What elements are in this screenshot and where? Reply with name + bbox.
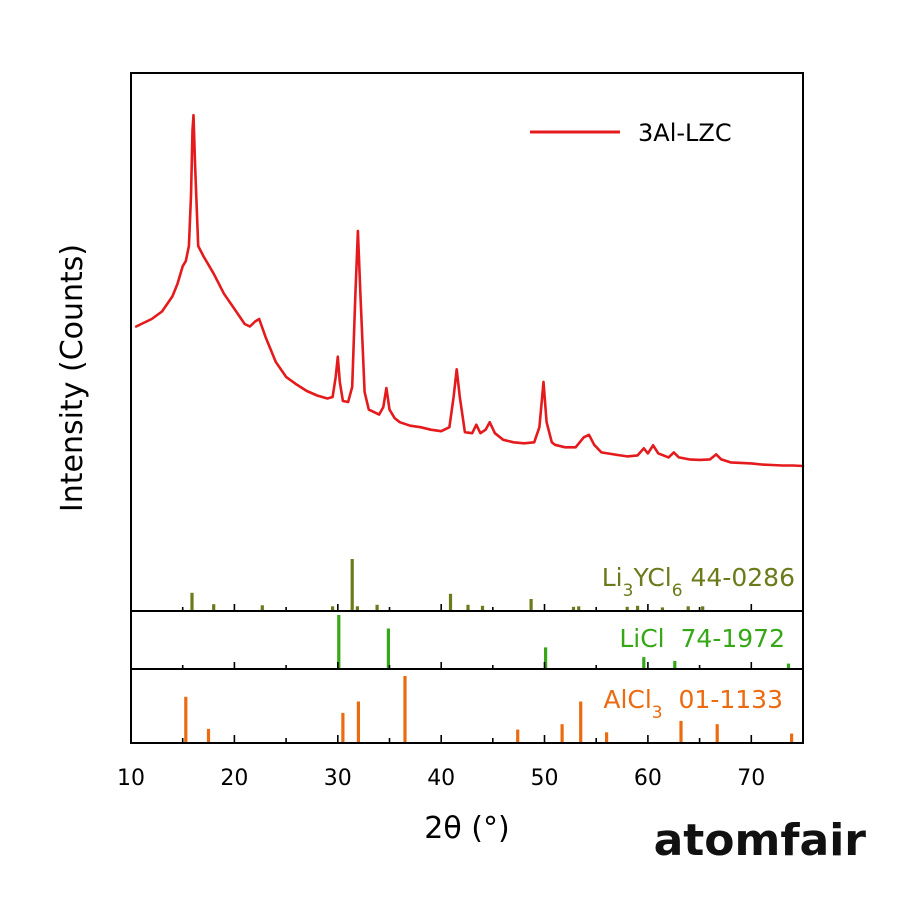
reference-label-alcl3: AlCl3 01-1133: [603, 685, 783, 723]
x-axis-tick-labels: 10 20 30 40 50 60 70: [117, 766, 765, 791]
x-tick-label-30: 30: [324, 766, 352, 791]
x-tick-label-40: 40: [427, 766, 455, 791]
legend-label-3al-lzc: 3Al-LZC: [638, 119, 732, 147]
reference-label-licl: LiCl 74-1972: [619, 624, 785, 653]
legend: 3Al-LZC: [530, 119, 732, 147]
atomfair-logo: atomfair: [654, 815, 867, 866]
reference-peaks-alcl3: [184, 676, 794, 743]
alcl3-panel: AlCl3 01-1133: [184, 676, 794, 743]
panel-ticks: [130, 604, 804, 669]
x-axis-title: 2θ (°): [424, 811, 509, 846]
licl-panel: LiCl 74-1972: [337, 615, 791, 669]
reference-label-li3ycl6: Li3YCl6 44-0286: [602, 563, 795, 601]
plot-frame: [130, 72, 804, 744]
x-tick-label-70: 70: [737, 766, 765, 791]
y-axis-title: Intensity (Counts): [55, 244, 90, 512]
x-axis-ticks: [130, 735, 804, 743]
frames: [130, 72, 804, 744]
reference-peaks-licl: [337, 615, 791, 669]
x-tick-label-50: 50: [531, 766, 559, 791]
x-tick-label-10: 10: [117, 766, 145, 791]
series-line-3al-lzc: [134, 113, 805, 468]
main-panel: Li3YCl6 44-0286: [134, 113, 805, 611]
x-tick-label-20: 20: [220, 766, 248, 791]
x-tick-label-60: 60: [634, 766, 662, 791]
